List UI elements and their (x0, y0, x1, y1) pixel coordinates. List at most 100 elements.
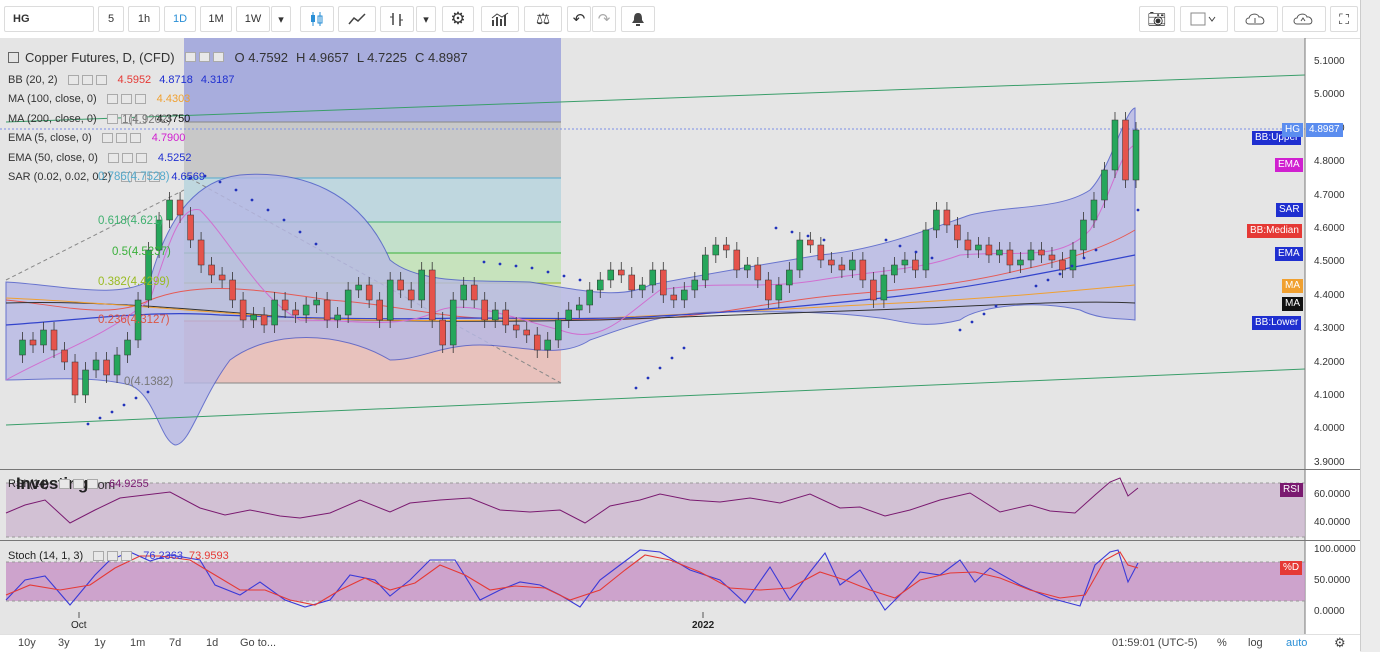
indicator-value: 4.3187 (200, 73, 235, 86)
candle-body (796, 239, 804, 271)
stoch-axis-tick: 0.0000 (1314, 606, 1345, 617)
candle-body (996, 249, 1003, 256)
screenshot-button[interactable]: 📷︎ (1139, 6, 1175, 32)
gear-icon[interactable]: ⚙ (1334, 635, 1346, 650)
candle-body (1080, 219, 1087, 251)
range-7d-button[interactable]: 7d (169, 637, 182, 649)
sar-dot (884, 238, 888, 242)
percent-scale-button[interactable]: % (1217, 637, 1227, 649)
alert-button[interactable] (621, 6, 655, 32)
interval-1h-button[interactable]: 1h (128, 6, 160, 32)
indicator-controls[interactable] (107, 152, 150, 163)
legend-title-row: Copper Futures, D, (CFD) O 4.7592 H 4.96… (8, 44, 568, 70)
rsi-price-label: RSI (1280, 483, 1303, 497)
stoch-axis-tick: 100.0000 (1314, 544, 1356, 555)
sar-dot (1058, 272, 1062, 276)
indicator-value: 4.5252 (157, 151, 192, 164)
legend-controls[interactable] (184, 52, 227, 62)
undo-button[interactable]: ↶ (567, 6, 591, 32)
interval-5-button[interactable]: 5 (98, 6, 124, 32)
price-axis-tick: 4.6000 (1314, 223, 1345, 234)
range-3y-button[interactable]: 3y (58, 637, 70, 649)
compare-button[interactable]: ⚖ (524, 6, 562, 32)
candle-body (712, 244, 720, 256)
candle-body (1006, 249, 1014, 266)
candle-body (92, 359, 100, 371)
fullscreen-button[interactable]: ⛶ (1330, 6, 1358, 32)
sar-dot (1034, 284, 1038, 288)
interval-1m-button[interactable]: 1M (200, 6, 232, 32)
redo-button[interactable]: ↷ (592, 6, 616, 32)
interval-1d-button[interactable]: 1D (164, 6, 196, 32)
auto-scale-button[interactable]: auto (1286, 637, 1308, 649)
price-chart-svg[interactable] (0, 38, 1360, 634)
indicator-name: MA (200, close, 0) (8, 112, 97, 125)
candle-body (355, 284, 362, 291)
interval-label: 1D (172, 13, 188, 25)
candle-body (82, 369, 89, 396)
indicator-controls[interactable] (101, 133, 144, 144)
go-to-date-button[interactable]: Go to... (240, 637, 277, 649)
sar-dot (498, 262, 502, 266)
sar-dot (546, 270, 550, 274)
chart-area[interactable]: Investing.com (0, 38, 1360, 634)
interval-label: 1M (208, 13, 224, 25)
candle-body (912, 259, 919, 271)
sar-dot (110, 410, 114, 414)
settings-button[interactable]: ⚙ (442, 6, 474, 32)
range-1d-button[interactable]: 1d (206, 637, 219, 649)
interval-1w-button[interactable]: 1W (236, 6, 270, 32)
bars-chart-type-button[interactable] (380, 6, 414, 32)
sar-dot (1070, 264, 1074, 268)
candle-body (597, 279, 604, 291)
range-1y-button[interactable]: 1y (94, 637, 106, 649)
range-10y-button[interactable]: 10y (18, 637, 36, 649)
save-chart-button[interactable] (1282, 6, 1326, 32)
indicator-controls[interactable] (106, 94, 149, 105)
symbol-search-input[interactable]: HG (4, 6, 94, 32)
indicators-button[interactable] (481, 6, 519, 32)
sar-dot (98, 416, 102, 420)
candle-body (922, 229, 930, 271)
ma100-price-label: MA (1282, 279, 1303, 293)
sar-dot (188, 176, 192, 180)
line-chart-type-button[interactable] (338, 6, 376, 32)
layout-button[interactable] (1180, 6, 1228, 32)
low-value: L 4.7225 (356, 49, 407, 65)
price-axis-tick: 4.8000 (1314, 156, 1345, 168)
candle-body (554, 319, 562, 341)
range-1m-button[interactable]: 1m (130, 637, 146, 649)
candle-body (880, 274, 888, 301)
rsi-controls[interactable] (58, 479, 101, 489)
rsi-value: 64.9255 (108, 478, 149, 490)
stoch-controls[interactable] (93, 551, 135, 561)
indicator-controls[interactable] (67, 74, 110, 85)
chart-type-dropdown-button[interactable]: ▾ (416, 6, 436, 32)
indicator-controls[interactable] (121, 172, 163, 183)
sar-dot (266, 208, 270, 212)
candles-chart-type-button[interactable] (300, 6, 334, 32)
price-axis-tick: 5.0000 (1314, 89, 1345, 101)
indicators-icon (491, 12, 509, 26)
candle-body (19, 339, 26, 356)
candle-body (250, 314, 257, 321)
indicator-value: 4.8718 (159, 73, 193, 86)
candle-body (964, 239, 972, 251)
time-axis-label-2022: 2022 (692, 620, 715, 631)
candle-body (618, 269, 625, 276)
indicator-controls[interactable] (106, 113, 149, 124)
log-scale-button[interactable]: log (1248, 637, 1263, 649)
price-axis-tick: 4.3000 (1314, 323, 1345, 335)
candles-group (19, 112, 1140, 403)
candle-body (891, 264, 898, 276)
candle-body (1090, 199, 1098, 221)
candle-body (649, 269, 657, 286)
interval-dropdown-button[interactable]: ▾ (271, 6, 291, 32)
cloud-download-icon (1245, 13, 1265, 25)
stoch-d-value: 73.9593 (188, 550, 229, 562)
bottom-bar: 10y 3y 1y 1m 7d 1d Go to... 01:59:01 (UT… (0, 634, 1360, 652)
load-chart-button[interactable] (1234, 6, 1278, 32)
collapse-legend-icon[interactable] (8, 51, 19, 63)
sar-dot (234, 188, 238, 192)
camera-icon: 📷︎ (1147, 11, 1167, 28)
